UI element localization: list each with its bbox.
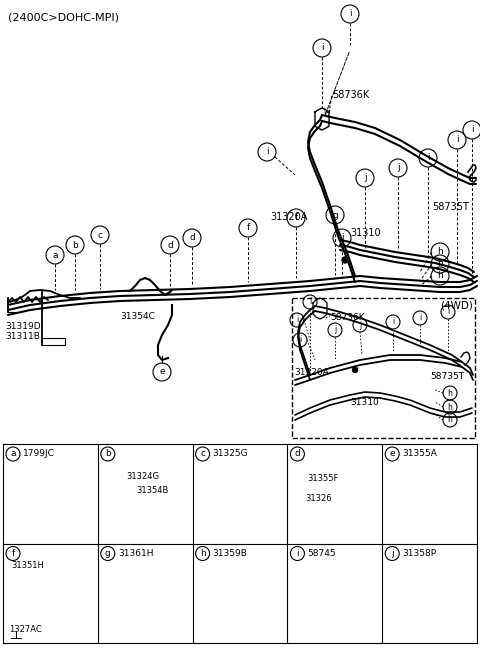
Text: c: c (97, 231, 103, 240)
Text: h: h (437, 248, 443, 257)
Text: (2400C>DOHC-MPI): (2400C>DOHC-MPI) (8, 12, 119, 22)
Text: i: i (348, 10, 351, 19)
Text: h: h (437, 272, 443, 281)
Text: a: a (52, 251, 58, 259)
Text: 58736K: 58736K (332, 90, 369, 100)
Circle shape (342, 257, 348, 263)
Text: (4WD): (4WD) (440, 300, 473, 310)
Text: i: i (456, 135, 458, 145)
Text: e: e (389, 450, 395, 459)
Text: j: j (334, 325, 336, 334)
Text: j: j (396, 163, 399, 172)
Text: c: c (200, 450, 205, 459)
Text: i: i (321, 43, 324, 52)
Text: f: f (246, 224, 250, 233)
Text: j: j (391, 549, 394, 558)
Text: h: h (447, 415, 453, 424)
Text: j: j (364, 174, 366, 183)
Text: h: h (437, 259, 443, 268)
Text: g: g (105, 549, 111, 558)
Text: 58735T: 58735T (430, 372, 464, 381)
Text: 31355A: 31355A (402, 450, 437, 459)
Text: 1799JC: 1799JC (23, 450, 55, 459)
Text: 1327AC: 1327AC (9, 625, 42, 634)
Text: j: j (359, 321, 361, 329)
Text: 31358P: 31358P (402, 549, 436, 558)
Text: 31354C: 31354C (120, 312, 155, 321)
Text: i: i (266, 148, 268, 157)
Circle shape (352, 367, 358, 373)
Text: 31359B: 31359B (213, 549, 248, 558)
Text: i: i (447, 308, 449, 316)
Text: 31325G: 31325G (213, 450, 248, 459)
Text: i: i (309, 297, 311, 307)
Text: h: h (447, 389, 453, 397)
Text: i: i (427, 154, 429, 163)
Text: 31310: 31310 (350, 228, 381, 238)
Text: 58735T: 58735T (432, 202, 469, 212)
Bar (292, 298, 475, 438)
Text: g: g (332, 211, 338, 220)
Text: 31351H: 31351H (11, 562, 44, 570)
Text: i: i (419, 314, 421, 323)
Text: 31326: 31326 (305, 494, 332, 503)
Text: 31324G: 31324G (126, 472, 159, 481)
Text: h: h (447, 402, 453, 411)
Text: d: d (295, 450, 300, 459)
Text: i: i (296, 316, 298, 325)
Text: j: j (341, 233, 343, 242)
Text: 58736K: 58736K (330, 313, 365, 322)
Text: 31320A: 31320A (294, 368, 329, 377)
Text: i: i (392, 318, 394, 327)
Text: i: i (471, 126, 473, 135)
Text: i: i (299, 336, 301, 345)
Text: d: d (167, 240, 173, 249)
Text: f: f (12, 549, 14, 558)
Text: 58745: 58745 (307, 549, 336, 558)
Text: 31320A: 31320A (270, 212, 307, 222)
Text: f: f (294, 213, 298, 222)
Text: b: b (72, 240, 78, 249)
Text: 31311B: 31311B (5, 332, 40, 341)
Text: 31355F: 31355F (307, 474, 339, 483)
Text: 31361H: 31361H (118, 549, 153, 558)
Text: 31354B: 31354B (136, 486, 168, 495)
Text: i: i (296, 549, 299, 558)
Text: a: a (10, 450, 16, 459)
Text: e: e (159, 367, 165, 376)
Text: 31310: 31310 (350, 398, 379, 407)
Text: 31319D: 31319D (5, 322, 41, 331)
Text: h: h (200, 549, 205, 558)
Text: d: d (189, 233, 195, 242)
Text: b: b (105, 450, 111, 459)
